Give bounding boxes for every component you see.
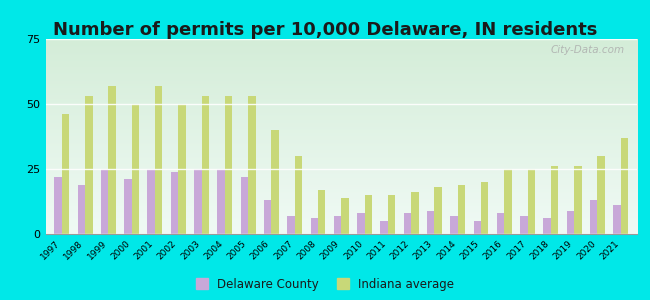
- Text: Number of permits per 10,000 Delaware, IN residents: Number of permits per 10,000 Delaware, I…: [53, 21, 597, 39]
- Bar: [365, 195, 372, 234]
- Legend: Delaware County, Indiana average: Delaware County, Indiana average: [192, 274, 458, 294]
- Bar: [318, 190, 326, 234]
- Bar: [473, 221, 481, 234]
- Bar: [148, 169, 155, 234]
- Bar: [613, 206, 621, 234]
- Bar: [55, 177, 62, 234]
- Bar: [520, 216, 528, 234]
- Bar: [567, 211, 574, 234]
- Bar: [132, 104, 139, 234]
- Bar: [528, 169, 535, 234]
- Bar: [427, 211, 434, 234]
- Bar: [225, 96, 232, 234]
- Bar: [597, 156, 605, 234]
- Bar: [388, 195, 395, 234]
- Bar: [264, 200, 272, 234]
- Bar: [240, 177, 248, 234]
- Bar: [450, 216, 458, 234]
- Bar: [171, 172, 178, 234]
- Bar: [334, 216, 341, 234]
- Bar: [101, 169, 109, 234]
- Bar: [77, 184, 85, 234]
- Bar: [380, 221, 388, 234]
- Bar: [109, 86, 116, 234]
- Bar: [62, 114, 70, 234]
- Bar: [194, 169, 202, 234]
- Bar: [311, 218, 318, 234]
- Bar: [411, 192, 419, 234]
- Bar: [272, 130, 279, 234]
- Bar: [543, 218, 551, 234]
- Bar: [574, 167, 582, 234]
- Text: City-Data.com: City-Data.com: [551, 45, 625, 55]
- Bar: [458, 184, 465, 234]
- Bar: [248, 96, 255, 234]
- Bar: [178, 104, 186, 234]
- Bar: [497, 213, 504, 234]
- Bar: [621, 138, 628, 234]
- Bar: [357, 213, 365, 234]
- Bar: [590, 200, 597, 234]
- Bar: [155, 86, 162, 234]
- Bar: [124, 179, 132, 234]
- Bar: [504, 169, 512, 234]
- Bar: [551, 167, 558, 234]
- Bar: [202, 96, 209, 234]
- Bar: [341, 198, 348, 234]
- Bar: [294, 156, 302, 234]
- Bar: [287, 216, 294, 234]
- Bar: [434, 187, 442, 234]
- Bar: [85, 96, 92, 234]
- Bar: [217, 169, 225, 234]
- Bar: [404, 213, 411, 234]
- Bar: [481, 182, 488, 234]
